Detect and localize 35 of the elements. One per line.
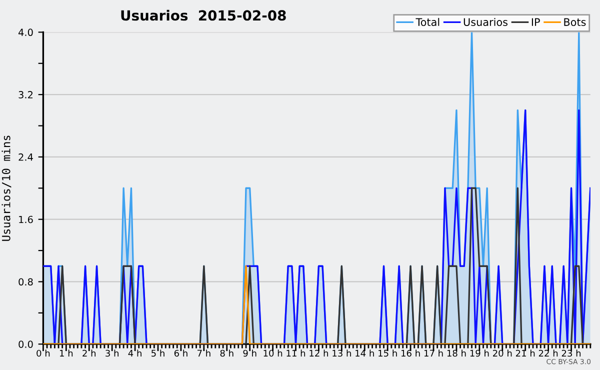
y-axis-title: Usuarios/10 mins (2, 136, 12, 241)
x-tick-label: 5 h (152, 350, 164, 357)
y-tick-label: 0.8 (18, 278, 33, 286)
x-tick-label: 6 h (174, 350, 188, 357)
x-tick-label: 1 h (60, 350, 73, 357)
legend-label: Total (416, 18, 440, 26)
x-tick-label: 0 h (36, 350, 50, 357)
x-tick-label: 15 h (378, 350, 397, 357)
y-tick-label: 0.0 (18, 340, 33, 348)
y-tick-label: 1.6 (19, 216, 33, 224)
x-tick-label: 13 h (332, 350, 351, 357)
legend-label: Bots (564, 18, 586, 26)
x-tick-label: 4 h (128, 350, 142, 357)
x-tick-label: 21 h (516, 350, 535, 357)
chart-title: Usuarios 2015-02-08 (121, 10, 286, 21)
x-tick-label: 10 h (264, 350, 282, 357)
y-tick-label: 3.2 (18, 91, 33, 98)
x-tick-label: 3 h (106, 350, 118, 357)
x-tick-label: 23 h (562, 350, 581, 357)
x-tick-label: 19 h (470, 350, 489, 357)
y-tick-label: 2.4 (18, 153, 33, 161)
x-tick-label: 22 h (538, 350, 558, 357)
x-tick-label: 16 h (402, 350, 420, 357)
x-tick-label: 14 h (356, 350, 374, 357)
x-tick-label: 8 h (220, 350, 234, 357)
x-tick-label: 7 h (197, 350, 210, 357)
x-tick-label: 20 h (493, 350, 512, 357)
y-tick-label: 4.0 (18, 28, 33, 36)
legend-label: Usuarios (464, 18, 508, 26)
x-tick-label: 11 h (286, 350, 306, 357)
x-tick-label: 2 h (82, 350, 96, 357)
legend-label: IP (532, 18, 540, 26)
x-tick-label: 9 h (243, 350, 256, 357)
x-tick-label: 18 h (447, 350, 466, 357)
x-tick-label: 12 h (310, 350, 328, 357)
